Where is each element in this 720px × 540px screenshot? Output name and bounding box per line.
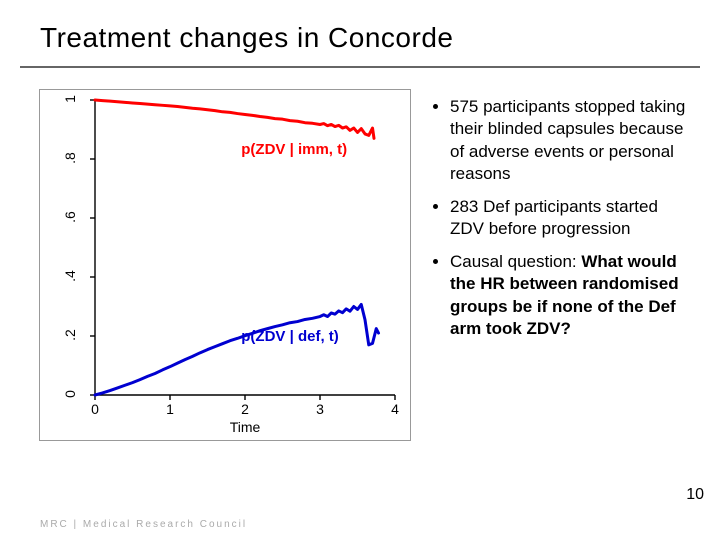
x-tick-label: 4: [391, 401, 399, 417]
series-label: p(ZDV | def, t): [241, 328, 339, 345]
y-tick-label: 0: [62, 385, 78, 403]
series-label: p(ZDV | imm, t): [241, 141, 347, 158]
bullet-item: 283 Def participants started ZDV before …: [450, 196, 692, 241]
chart: 0 .2 .4 .6 .8 1 0 1 2 3 4 Time p(ZDV | imm, t) p(ZDV …: [40, 90, 410, 440]
x-tick-label: 3: [316, 401, 324, 417]
x-axis-title: Time: [230, 419, 261, 435]
bullet-item: 575 participants stopped taking their bl…: [450, 96, 692, 186]
x-tick-label: 0: [91, 401, 99, 417]
slide-title: Treatment changes in Concorde: [40, 22, 453, 54]
bullet-list: 575 participants stopped taking their bl…: [432, 96, 692, 350]
title-underline: [20, 66, 700, 68]
y-tick-label: .4: [62, 267, 78, 285]
y-tick-label: 1: [62, 90, 78, 108]
page-number: 10: [686, 486, 704, 504]
x-tick-label: 1: [166, 401, 174, 417]
chart-overlay: 0 .2 .4 .6 .8 1 0 1 2 3 4 Time p(ZDV | imm, t) p(ZDV …: [40, 90, 410, 440]
y-tick-label: .2: [62, 326, 78, 344]
y-tick-label: .6: [62, 208, 78, 226]
x-tick-label: 2: [241, 401, 249, 417]
bullet-item: Causal question: What would the HR betwe…: [450, 251, 692, 341]
footer-logo: MRC | Medical Research Council: [40, 519, 247, 530]
y-tick-label: .8: [62, 149, 78, 167]
